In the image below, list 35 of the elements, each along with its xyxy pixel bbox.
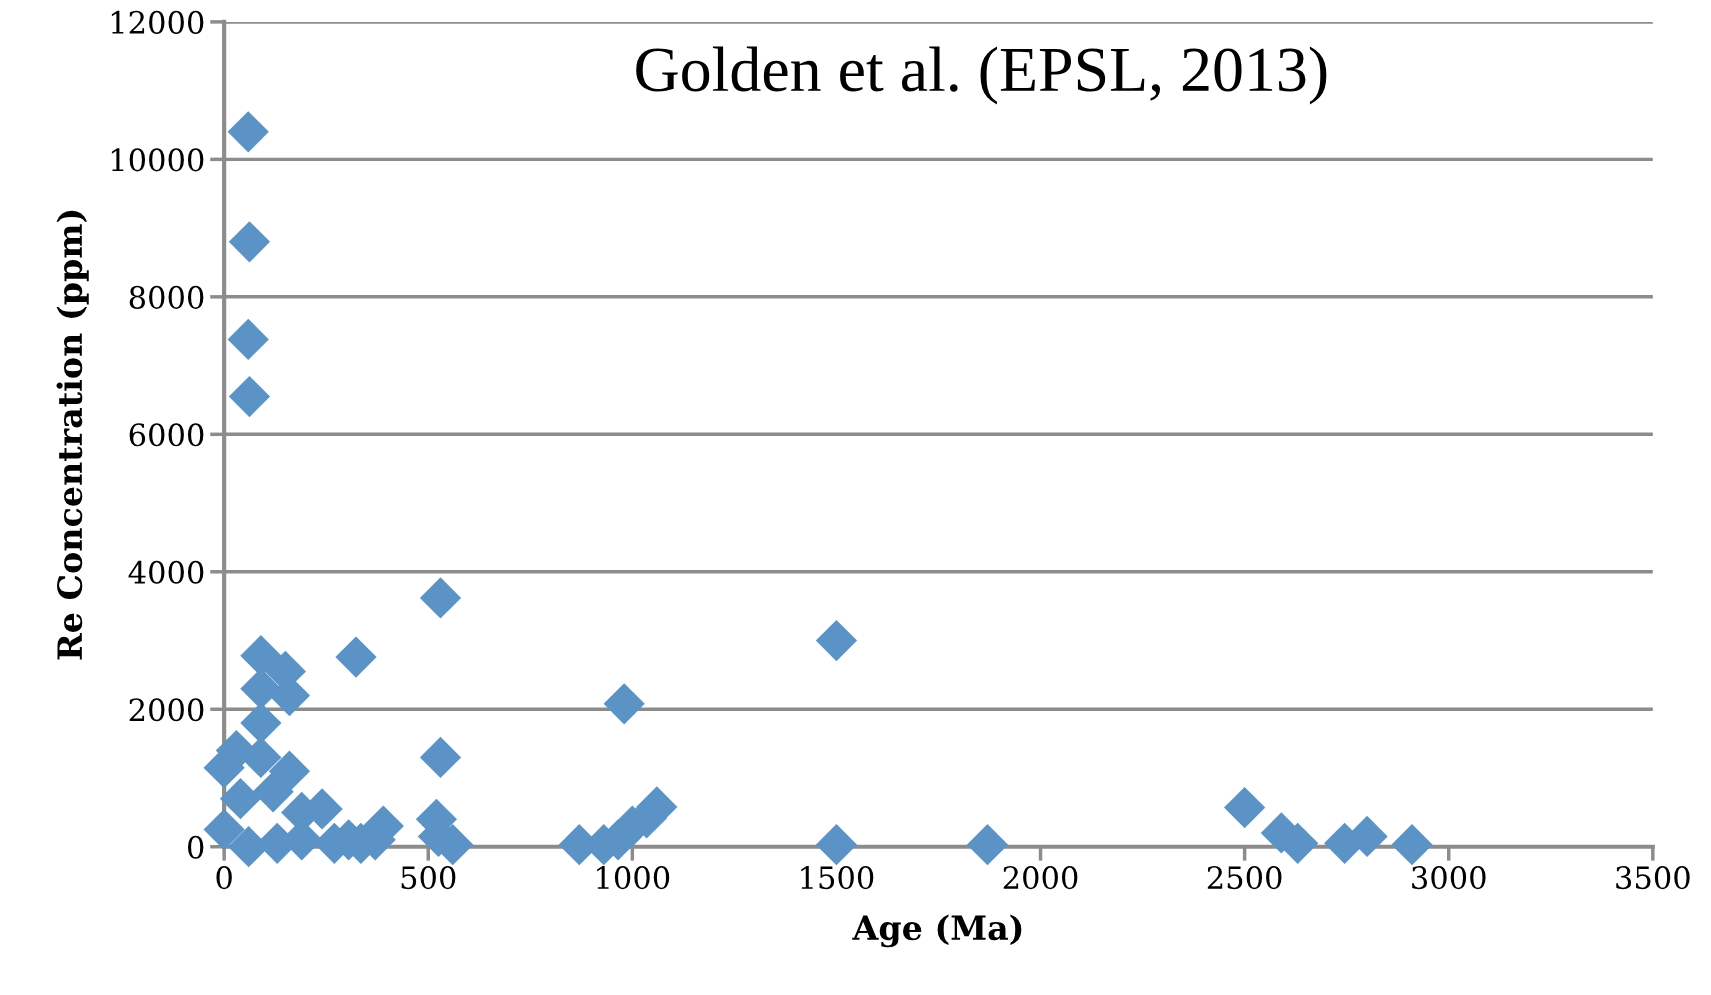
x-tick-label: 500 [401, 866, 456, 890]
point [603, 683, 645, 725]
y-axis-title: Re Concentration (ppm) [56, 210, 89, 660]
point [268, 750, 311, 792]
point [335, 636, 377, 678]
y-tick-label: 2000 [129, 698, 204, 722]
y-tick-label: 0 [187, 835, 204, 859]
x-axis-title: Age (Ma) [852, 914, 1022, 948]
annotation: Golden et al. (EPSL, 2013) [636, 46, 1327, 105]
y-tick-label: 10000 [111, 148, 204, 172]
point [815, 824, 858, 866]
point [252, 771, 294, 813]
point [203, 808, 245, 851]
y-tick-label: 8000 [129, 285, 204, 309]
x-tick-label: 3000 [1412, 866, 1486, 890]
point [1391, 824, 1433, 866]
point [227, 318, 269, 361]
point [419, 736, 462, 779]
point [227, 111, 269, 153]
y-tick-label: 6000 [129, 423, 204, 447]
x-tick-label: 0 [216, 866, 232, 890]
point [815, 619, 858, 662]
y-tick-label: 4000 [128, 560, 204, 584]
y-tick-label: 12000 [111, 10, 204, 34]
x-tick-label: 3500 [1616, 866, 1690, 890]
point [219, 778, 262, 820]
point [228, 375, 271, 418]
x-tick-label: 1500 [801, 866, 874, 890]
point [1224, 786, 1266, 829]
x-tick-label: 1000 [597, 866, 670, 890]
x-tick-label: 2500 [1207, 866, 1282, 890]
point [228, 221, 271, 263]
point [419, 577, 462, 619]
x-tick-label: 2000 [1003, 866, 1078, 890]
point [966, 824, 1009, 866]
